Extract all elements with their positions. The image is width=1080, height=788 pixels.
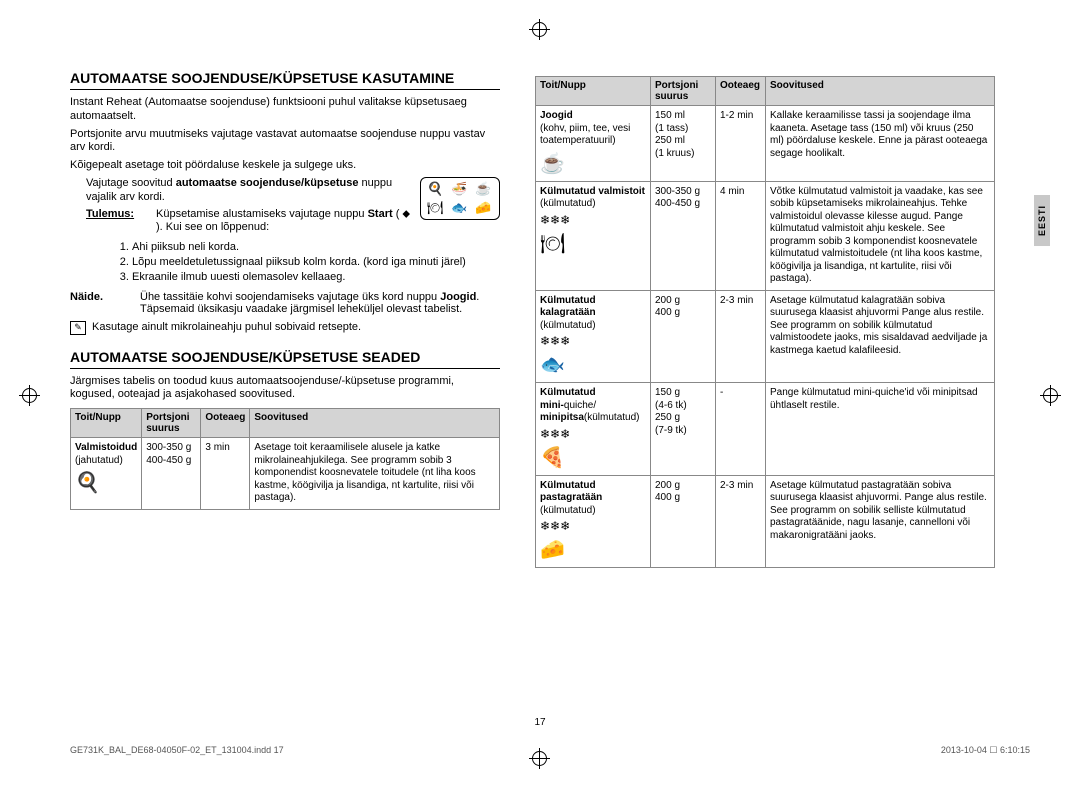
- section-heading: AUTOMAATSE SOOJENDUSE/KÜPSETUSE SEADED: [70, 349, 500, 369]
- table-cell: Külmutatud valmistoit (külmutatud) ❄❄❄ 🍽: [536, 181, 651, 290]
- table-cell: Võtke külmutatud valmistoit ja vaadake, …: [766, 181, 995, 290]
- fish-icon: 🐟: [540, 353, 646, 378]
- plate-icon: 🍽: [540, 232, 646, 257]
- naide-row: Näide. Ühe tassitäie kohvi soojendamisek…: [70, 291, 500, 315]
- table-cell: 2-3 min: [716, 475, 766, 568]
- settings-table-right: Toit/Nupp Portsjoni suurus Ooteaeg Soovi…: [535, 76, 995, 568]
- settings-table-left: Toit/Nupp Portsjoni suurus Ooteaeg Soovi…: [70, 408, 500, 510]
- snowflake-icon: ❄❄❄: [540, 334, 646, 349]
- table-cell: Asetage külmutatud pastagratään sobiva s…: [766, 475, 995, 568]
- gratin-icon: 🧀: [540, 538, 646, 563]
- note-row: ✎ Kasutage ainult mikrolaineahju puhul s…: [70, 321, 500, 335]
- table-cell: Külmutatud mini-quiche/ minipitsa(külmut…: [536, 383, 651, 476]
- table-cell: Asetage toit keraamilisele alusele ja ka…: [250, 438, 500, 510]
- food-icon: 🧀: [475, 200, 491, 216]
- section-heading: AUTOMAATSE SOOJENDUSE/KÜPSETUSE KASUTAMI…: [70, 70, 500, 90]
- pizza-icon: 🍕: [540, 446, 646, 471]
- body-text: Kõigepealt asetage toit pöördaluse keske…: [70, 159, 500, 173]
- print-footer: GE731K_BAL_DE68-04050F-02_ET_131004.indd…: [70, 745, 1030, 756]
- food-icon: 🍳: [75, 471, 137, 496]
- label: Tulemus:: [86, 208, 156, 233]
- table-cell: Kallake keraamilisse tassi ja soojendage…: [766, 106, 995, 182]
- language-tab: EESTI: [1034, 195, 1050, 246]
- table-row: Joogid (kohv, piim, tee, vesi toatempera…: [536, 106, 995, 182]
- footer-filename: GE731K_BAL_DE68-04050F-02_ET_131004.indd…: [70, 745, 284, 756]
- food-icon: 🍳: [427, 181, 443, 197]
- table-cell: Külmutatud kalagratään (külmutatud) ❄❄❄ …: [536, 290, 651, 383]
- page-number: 17: [0, 717, 1080, 728]
- food-icon: 🍜: [451, 181, 467, 197]
- right-column: Toit/Nupp Portsjoni suurus Ooteaeg Soovi…: [535, 70, 995, 630]
- list-item: Ekraanile ilmub uuesti olemasolev kellaa…: [132, 271, 500, 285]
- snowflake-icon: ❄❄❄: [540, 427, 646, 442]
- instruction-block: 🍳 🍜 ☕ 🍽 🐟 🧀 Vajutage soovitud automaatse…: [70, 177, 500, 238]
- table-row: Valmistoidud (jahutatud) 🍳 300-350 g 400…: [71, 438, 500, 510]
- table-row: Külmutatud mini-quiche/ minipitsa(külmut…: [536, 383, 995, 476]
- body-text: Küpsetamise alustamiseks vajutage nuppu …: [156, 208, 414, 233]
- snowflake-icon: ❄❄❄: [540, 519, 646, 534]
- body-text: Järgmises tabelis on toodud kuus automaa…: [70, 375, 500, 403]
- table-cell: Joogid (kohv, piim, tee, vesi toatempera…: [536, 106, 651, 182]
- body-text: Instant Reheat (Automaatse soojenduse) f…: [70, 96, 500, 124]
- table-header: Ooteaeg: [716, 77, 766, 106]
- table-cell: 4 min: [716, 181, 766, 290]
- table-header: Portsjoni suurus: [651, 77, 716, 106]
- left-column: AUTOMAATSE SOOJENDUSE/KÜPSETUSE KASUTAMI…: [70, 70, 500, 630]
- table-row: Külmutatud kalagratään (külmutatud) ❄❄❄ …: [536, 290, 995, 383]
- note-icon: ✎: [70, 321, 86, 335]
- table-cell: -: [716, 383, 766, 476]
- table-cell: Külmutatud pastagratään (külmutatud) ❄❄❄…: [536, 475, 651, 568]
- table-header: Soovitused: [766, 77, 995, 106]
- table-cell: 300-350 g 400-450 g: [651, 181, 716, 290]
- table-header-row: Toit/Nupp Portsjoni suurus Ooteaeg Soovi…: [536, 77, 995, 106]
- page-content: AUTOMAATSE SOOJENDUSE/KÜPSETUSE KASUTAMI…: [0, 0, 1080, 690]
- table-cell: 3 min: [201, 438, 250, 510]
- cup-icon: ☕: [540, 152, 646, 177]
- numbered-list: Ahi piiksub neli korda. Lõpu meeldetulet…: [70, 241, 500, 284]
- body-text: Ühe tassitäie kohvi soojendamiseks vajut…: [140, 291, 500, 315]
- button-icons-box: 🍳 🍜 ☕ 🍽 🐟 🧀: [420, 177, 500, 220]
- registration-mark: [1043, 388, 1058, 403]
- table-cell: 200 g 400 g: [651, 475, 716, 568]
- table-cell: 2-3 min: [716, 290, 766, 383]
- list-item: Ahi piiksub neli korda.: [132, 241, 500, 255]
- table-header-row: Toit/Nupp Portsjoni suurus Ooteaeg Soovi…: [71, 409, 500, 438]
- table-header: Portsjoni suurus: [142, 409, 201, 438]
- list-item: Lõpu meeldetuletussignaal piiksub kolm k…: [132, 256, 500, 270]
- table-cell: 150 ml (1 tass) 250 ml (1 kruus): [651, 106, 716, 182]
- table-cell: 1-2 min: [716, 106, 766, 182]
- table-header: Toit/Nupp: [536, 77, 651, 106]
- table-cell: Asetage külmutatud kalagratään sobiva su…: [766, 290, 995, 383]
- footer-timestamp: 2013-10-04 ☐ 6:10:15: [941, 745, 1030, 756]
- tulemus-row: Tulemus: Küpsetamise alustamiseks vajuta…: [70, 208, 414, 233]
- snowflake-icon: ❄❄❄: [540, 213, 646, 228]
- table-cell: Valmistoidud (jahutatud) 🍳: [71, 438, 142, 510]
- body-text: Portsjonite arvu muutmiseks vajutage vas…: [70, 128, 500, 156]
- table-cell: Pange külmutatud mini-quiche'id või mini…: [766, 383, 995, 476]
- label: Näide.: [70, 291, 140, 315]
- table-cell: 150 g (4-6 tk) 250 g (7-9 tk): [651, 383, 716, 476]
- table-row: Külmutatud pastagratään (külmutatud) ❄❄❄…: [536, 475, 995, 568]
- table-cell: 200 g 400 g: [651, 290, 716, 383]
- registration-mark: [22, 388, 37, 403]
- table-cell: 300-350 g 400-450 g: [142, 438, 201, 510]
- table-header: Ooteaeg: [201, 409, 250, 438]
- table-header: Soovitused: [250, 409, 500, 438]
- food-icon: ☕: [475, 181, 491, 197]
- registration-mark: [532, 22, 547, 37]
- table-header: Toit/Nupp: [71, 409, 142, 438]
- food-icon: 🐟: [451, 200, 467, 216]
- table-row: Külmutatud valmistoit (külmutatud) ❄❄❄ 🍽…: [536, 181, 995, 290]
- note-text: Kasutage ainult mikrolaineahju puhul sob…: [92, 321, 361, 333]
- food-icon: 🍽: [427, 200, 443, 216]
